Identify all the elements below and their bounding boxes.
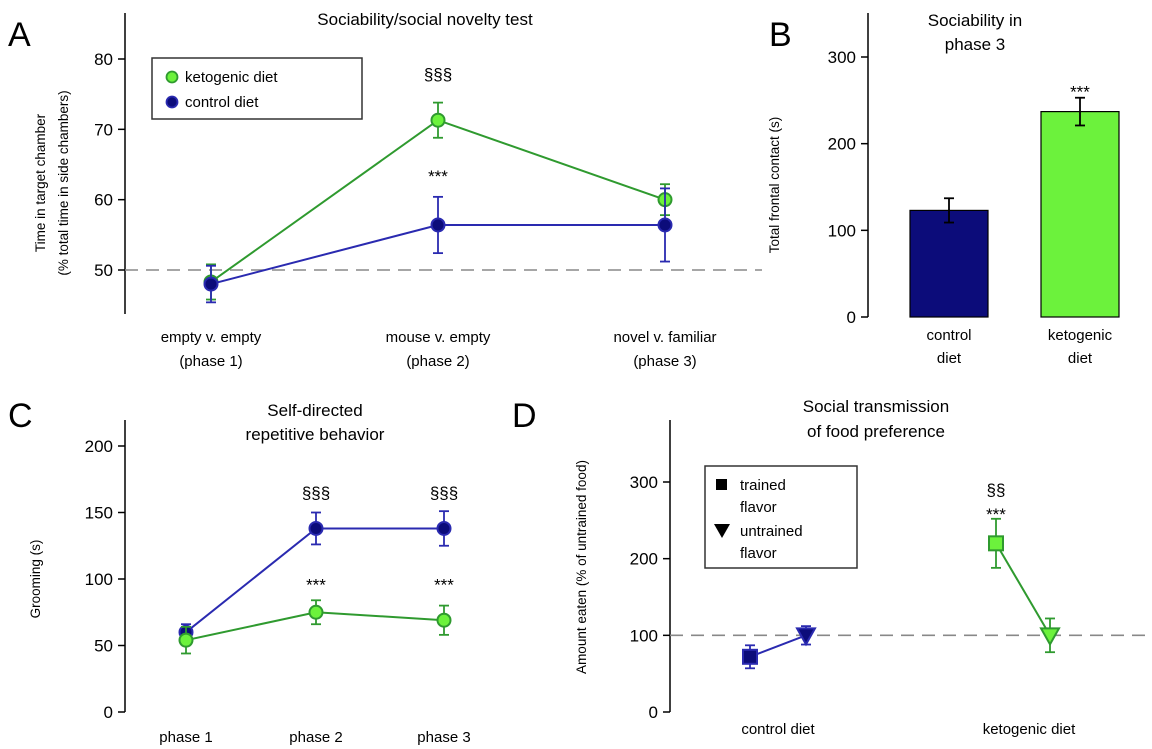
panel-c-ylabel: Grooming (s) [28, 540, 43, 619]
panel-a: A Sociability/social novelty test Time i… [8, 10, 762, 370]
panel-c-ytick-label-100: 100 [85, 570, 113, 589]
panel-d-legend-triangle-marker [714, 524, 730, 538]
panel-d-legend-box [704, 465, 858, 569]
panel-a-legend-box [151, 57, 363, 120]
panel-c-annotation-2: *** [306, 575, 326, 594]
panel-c-cat-1: phase 1 [159, 729, 212, 746]
panel-d-control-line [749, 634, 807, 658]
panel-a-ytick-label-60: 60 [94, 191, 113, 210]
panel-c-ketogenic-point-1 [308, 604, 324, 620]
panel-b-bar-0 [909, 209, 989, 318]
panel-a-control-point-1 [430, 217, 446, 233]
panel-a-annotation-0: §§§ [424, 65, 452, 84]
panel-c-cat-2: phase 2 [289, 729, 342, 746]
panel-b-ylabel: Total frontal contact (s) [767, 117, 782, 254]
panel-b-cat-2-line1: ketogenic [1048, 327, 1113, 344]
panel-d-ketogenic-untrained-point [1039, 627, 1061, 647]
panel-a-ytick-label-50: 50 [94, 261, 113, 280]
panel-d-ytick-label-0: 0 [649, 703, 658, 722]
panel-a-ytick-label-70: 70 [94, 120, 113, 139]
panel-d-legend-untrained-2: flavor [740, 545, 777, 562]
panel-c-control-point-2 [436, 520, 452, 536]
panel-a-cat-3-line1: novel v. familiar [613, 329, 716, 346]
panel-d: D Social transmission of food preference… [512, 397, 1146, 738]
panel-c-title-2: repetitive behavior [246, 425, 385, 444]
panel-d-letter: D [512, 397, 537, 435]
panel-d-title-1: Social transmission [803, 397, 949, 416]
panel-d-ketogenic-trained-point [988, 535, 1004, 552]
panel-a-ylabel-1: Time in target chamber [33, 113, 48, 252]
panel-b-cat-2-line2: diet [1068, 350, 1093, 367]
panel-b-ytick-label-300: 300 [828, 48, 856, 67]
panel-c-annotation-0: §§§ [302, 484, 330, 503]
panel-c-ytick-label-150: 150 [85, 504, 113, 523]
panel-a-cat-2-line1: mouse v. empty [386, 329, 491, 346]
panel-c-control-point-1 [308, 520, 324, 536]
panel-d-ytick-label-200: 200 [630, 550, 658, 569]
panel-d-legend-untrained-1: untrained [740, 523, 803, 540]
panel-d-annotation-1: *** [986, 505, 1006, 524]
panel-c-annotation-1: §§§ [430, 484, 458, 503]
panel-c-ytick-label-50: 50 [94, 637, 113, 656]
panel-d-legend-square-marker [716, 479, 727, 490]
panel-a-title: Sociability/social novelty test [317, 10, 533, 29]
panel-d-legend-trained-1: trained [740, 477, 786, 494]
panel-b-title-2: phase 3 [945, 35, 1006, 54]
panel-b-cat-1-line2: diet [937, 350, 962, 367]
panel-c-letter: C [8, 397, 33, 435]
panel-b-title-1: Sociability in [928, 11, 1023, 30]
panel-a-ytick-label-80: 80 [94, 50, 113, 69]
panel-c-title-1: Self-directed [267, 401, 362, 420]
panel-d-ytick-label-300: 300 [630, 473, 658, 492]
panel-c: C Self-directed repetitive behavior Groo… [8, 397, 471, 746]
panel-d-cat-2: ketogenic diet [983, 721, 1076, 738]
panel-c-ytick-label-200: 200 [85, 437, 113, 456]
panel-c-ytick-label-0: 0 [104, 703, 113, 722]
panel-a-control-point-2 [657, 217, 673, 233]
panel-a-cat-3-line2: (phase 3) [633, 353, 696, 370]
panel-b-annotation-0: *** [1070, 83, 1090, 102]
panel-b-ytick-label-0: 0 [847, 308, 856, 327]
panel-d-annotation-0: §§ [987, 481, 1006, 500]
panel-d-control-untrained-point [795, 627, 817, 647]
panel-c-annotation-3: *** [434, 575, 454, 594]
panel-d-cat-1: control diet [741, 721, 815, 738]
panel-b-ytick-label-200: 200 [828, 135, 856, 154]
panel-d-ylabel: Amount eaten (% of untrained food) [574, 460, 589, 674]
panel-a-ylabel-2: (% total time in side chambers) [56, 90, 71, 275]
panel-a-legend-ketogenic-label: ketogenic diet [185, 69, 278, 86]
panel-a-control-point-0 [203, 276, 219, 292]
panel-a-cat-2-line2: (phase 2) [406, 353, 469, 370]
panel-a-legend-control-marker [165, 95, 179, 109]
panel-a-cat-1-line1: empty v. empty [161, 329, 262, 346]
panel-b-letter: B [769, 16, 792, 54]
panel-b: B Sociability in phase 3 Total frontal c… [767, 11, 1120, 367]
panel-b-bar-1 [1040, 110, 1120, 318]
panel-d-ytick-label-100: 100 [630, 626, 658, 645]
panel-a-letter: A [8, 16, 31, 54]
panel-c-cat-3: phase 3 [417, 729, 470, 746]
panel-b-ytick-label-100: 100 [828, 221, 856, 240]
panel-a-annotation-1: *** [428, 167, 448, 186]
panel-a-ketogenic-point-1 [430, 112, 446, 128]
panel-a-legend-control-label: control diet [185, 94, 259, 111]
panel-b-cat-1-line1: control [926, 327, 971, 344]
panel-d-control-trained-point [742, 648, 758, 665]
panel-d-title-2: of food preference [807, 422, 945, 441]
panel-a-legend-ketogenic-marker [165, 70, 179, 84]
panel-a-cat-1-line2: (phase 1) [179, 353, 242, 370]
panel-c-ketogenic-point-2 [436, 612, 452, 628]
panel-d-ketogenic-line [995, 542, 1051, 636]
panel-c-ketogenic-point-0 [178, 632, 194, 648]
panel-d-legend-trained-2: flavor [740, 499, 777, 516]
